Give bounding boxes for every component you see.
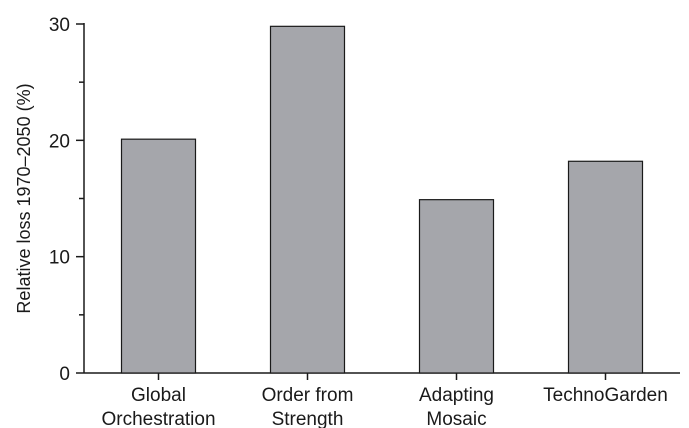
x-tick-label-0-line-0: Global bbox=[131, 385, 186, 406]
y-tick-label-10: 10 bbox=[49, 248, 70, 269]
x-tick-label-3-line-0: TechnoGarden bbox=[543, 385, 668, 406]
x-tick-label-1-line-0: Order from bbox=[262, 385, 354, 406]
x-tick-label-2-line-1: Mosaic bbox=[426, 409, 486, 428]
x-tick-label-1-line-1: Strength bbox=[272, 409, 344, 428]
bar-1 bbox=[269, 25, 346, 374]
x-tick-label-2-line-0: Adapting bbox=[419, 385, 494, 406]
x-tick-label-0-line-1: Orchestration bbox=[101, 409, 215, 428]
bar-0 bbox=[120, 138, 197, 374]
bar-3 bbox=[567, 160, 644, 374]
plot-area: 0 10 20 30 Global Orchestration Order from Stre… bbox=[49, 15, 680, 428]
bar-2 bbox=[418, 199, 495, 374]
y-tick-label-30: 30 bbox=[49, 15, 70, 36]
y-tick-label-20: 20 bbox=[49, 131, 70, 152]
y-tick-label-0: 0 bbox=[59, 364, 70, 385]
y-axis-label: Relative loss 1970–2050 (%) bbox=[14, 83, 34, 313]
